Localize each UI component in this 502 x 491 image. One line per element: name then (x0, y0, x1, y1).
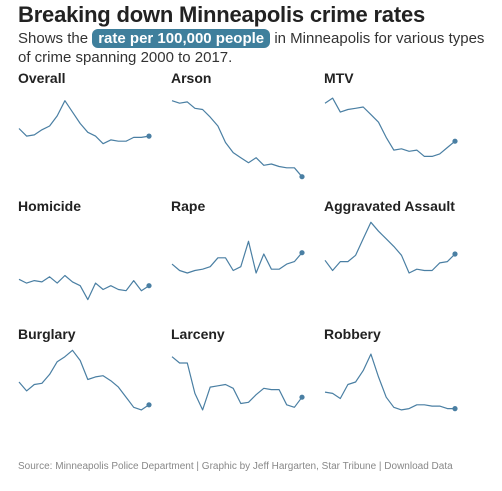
series-line (18, 349, 150, 411)
series-line (18, 274, 150, 301)
sparkline-robbery (324, 353, 458, 412)
series-line (171, 240, 303, 274)
page-title: Breaking down Minneapolis crime rates (18, 2, 426, 27)
panel-mtv: MTV (324, 70, 474, 190)
sparkline-rape (171, 240, 305, 274)
sparkline-mtv (324, 97, 458, 158)
last-value-point (452, 406, 458, 412)
last-value-point (146, 133, 152, 139)
series-line (324, 97, 456, 158)
rate-pill: rate per 100,000 people (92, 29, 271, 48)
panel-robbery: Robbery (324, 326, 474, 446)
subtitle-prefix: Shows the (18, 30, 93, 47)
panel-overall: Overall (18, 70, 168, 190)
sparkline-burglary (18, 349, 152, 411)
last-value-point (299, 394, 305, 400)
panel-rape: Rape (171, 198, 321, 318)
subtitle-suffix: in Minneapolis for various types of crim… (18, 30, 485, 66)
series-line (171, 356, 303, 411)
last-value-point (146, 283, 152, 289)
panel-title: Homicide (18, 198, 82, 214)
panel-title: Aggravated Assault (324, 198, 455, 214)
panel-larceny: Larceny (171, 326, 321, 446)
panel-title: Rape (171, 198, 206, 214)
source-footer: Source: Minneapolis Police Department | … (18, 461, 453, 472)
last-value-point (452, 251, 458, 257)
last-value-point (146, 402, 152, 408)
panel-burglary: Burglary (18, 326, 168, 446)
page-subtitle: Shows the rate per 100,000 people in Min… (18, 29, 488, 67)
panel-title: Larceny (171, 326, 225, 342)
sparkline-aggravated-assault (324, 221, 458, 274)
last-value-point (452, 138, 458, 144)
last-value-point (299, 174, 305, 180)
last-value-point (299, 250, 305, 256)
panel-title: Arson (171, 70, 212, 86)
series-line (171, 100, 303, 178)
series-line (324, 353, 455, 411)
sparkline-overall (18, 100, 152, 145)
series-line (18, 100, 150, 145)
panel-aggravated-assault: Aggravated Assault (324, 198, 474, 318)
panel-homicide: Homicide (18, 198, 168, 318)
sparkline-larceny (171, 356, 305, 411)
panel-title: Overall (18, 70, 66, 86)
series-line (324, 221, 456, 274)
sparkline-homicide (18, 274, 152, 301)
panel-title: Burglary (18, 326, 76, 342)
panel-title: Robbery (324, 326, 381, 342)
panel-title: MTV (324, 70, 354, 86)
panel-arson: Arson (171, 70, 321, 190)
sparkline-arson (171, 100, 305, 180)
